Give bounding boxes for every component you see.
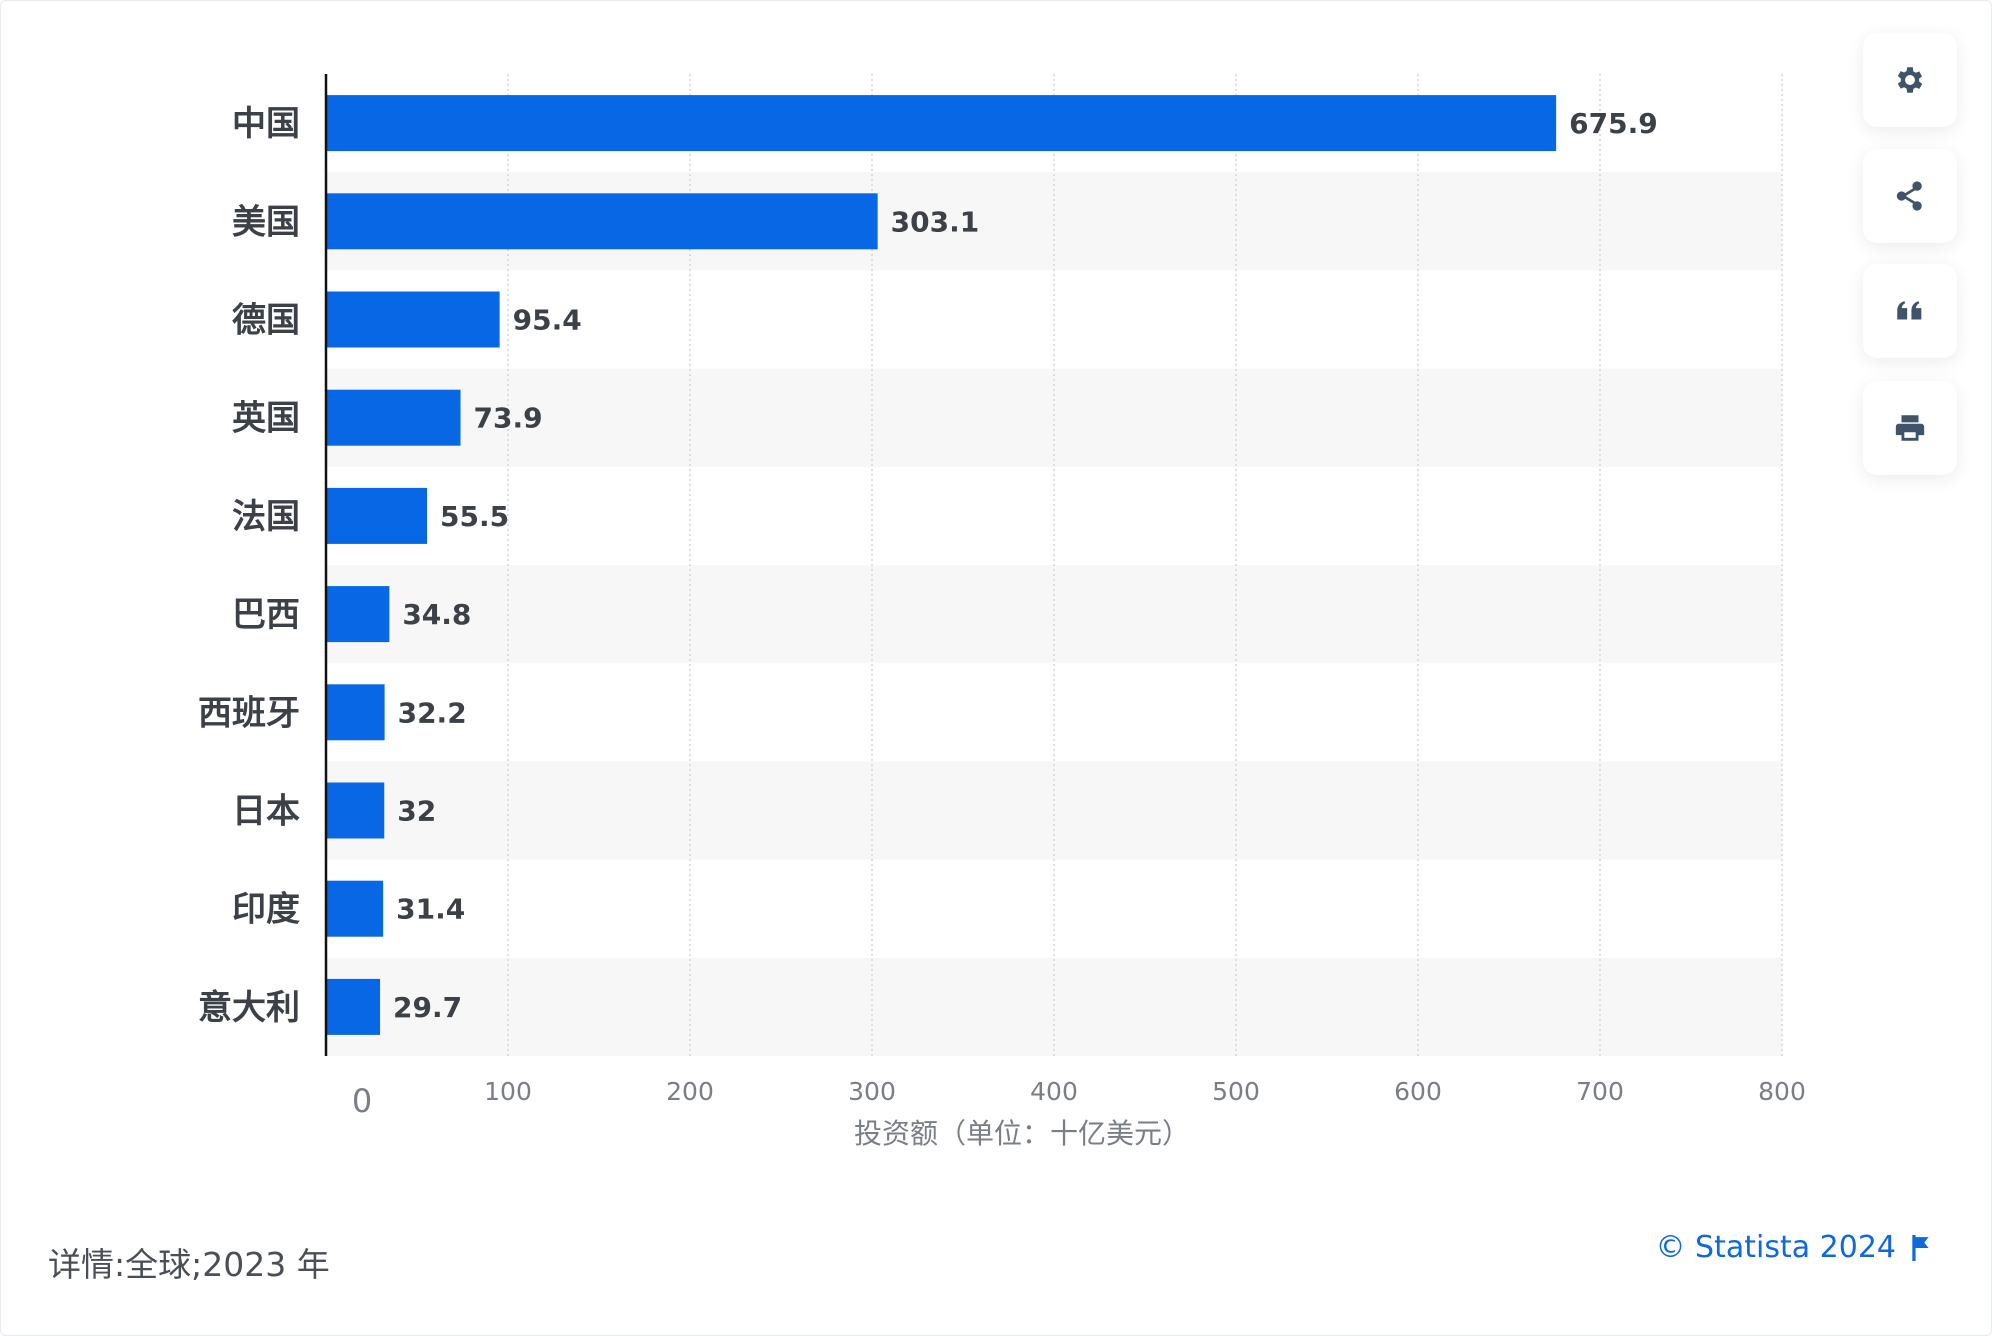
- flag-icon: [1912, 1234, 1929, 1261]
- category-label: 意大利: [198, 988, 300, 1028]
- bar: [326, 193, 878, 250]
- category-label: 日本: [232, 792, 300, 832]
- share-button[interactable]: [1863, 149, 1957, 243]
- category-label: 西班牙: [198, 693, 300, 733]
- data-label: 675.9: [1569, 107, 1658, 140]
- gear-icon: [1897, 67, 1923, 93]
- data-label: 31.4: [396, 893, 465, 926]
- bar: [326, 487, 428, 544]
- data-label: 32: [397, 795, 436, 828]
- x-tick-label: 800: [1758, 1077, 1806, 1106]
- data-label: 55.5: [440, 500, 509, 533]
- x-tick-label: 700: [1576, 1077, 1624, 1106]
- details-text: 详情:全球;2023 年: [48, 1245, 330, 1284]
- category-label: 英国: [232, 399, 300, 439]
- bar: [326, 586, 390, 643]
- data-label: 29.7: [393, 991, 462, 1024]
- row-band: [326, 368, 1782, 467]
- data-label: 73.9: [473, 402, 542, 435]
- bar: [326, 95, 1557, 152]
- data-label: 303.1: [891, 205, 980, 238]
- print-button[interactable]: [1863, 381, 1957, 475]
- category-label: 德国: [232, 301, 300, 341]
- x-tick-label: 200: [666, 1077, 714, 1106]
- share-icon: [1896, 181, 1922, 211]
- x-tick-label: 600: [1394, 1077, 1442, 1106]
- x-tick-label: 300: [848, 1077, 896, 1106]
- x-tick-label: 100: [484, 1077, 532, 1106]
- bar: [326, 291, 500, 348]
- category-label: 印度: [232, 890, 300, 930]
- category-label: 中国: [232, 104, 300, 144]
- row-band: [326, 957, 1782, 1056]
- category-label: 巴西: [232, 595, 300, 635]
- data-label: 95.4: [513, 304, 582, 337]
- cite-button[interactable]: [1863, 264, 1957, 358]
- quote-icon: [1897, 301, 1922, 320]
- statista-copyright-link[interactable]: © Statista 2024: [1656, 1230, 1932, 1265]
- x-tick-label: 0: [352, 1082, 372, 1120]
- x-tick-label: 500: [1212, 1077, 1260, 1106]
- category-label: 法国: [232, 497, 300, 537]
- bar: [326, 389, 461, 446]
- settings-button[interactable]: [1863, 33, 1957, 127]
- bar: [326, 978, 381, 1035]
- bar: [326, 880, 384, 937]
- category-label: 美国: [232, 202, 300, 242]
- data-label: 32.2: [398, 696, 467, 729]
- print-icon: [1895, 415, 1925, 441]
- bar: [326, 684, 385, 741]
- x-axis-title: 投资额（单位：十亿美元）: [854, 1117, 1190, 1150]
- x-tick-label: 400: [1030, 1077, 1078, 1106]
- copyright-text: © Statista 2024: [1655, 1230, 1896, 1265]
- data-label: 34.8: [402, 598, 471, 631]
- bar: [326, 782, 385, 839]
